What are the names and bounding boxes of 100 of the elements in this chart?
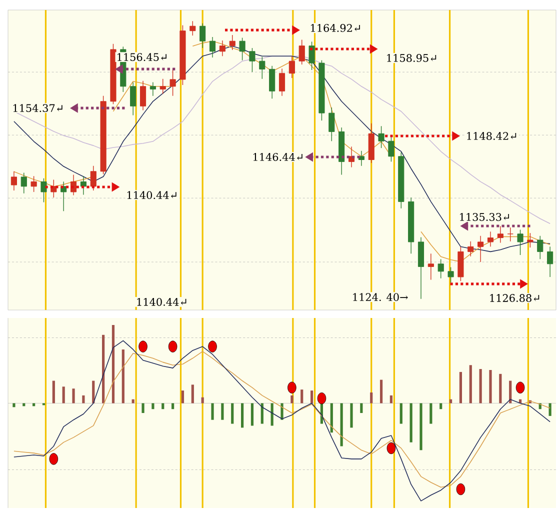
point (317, 392, 326, 404)
bar (360, 403, 363, 414)
candlestick (288, 56, 295, 78)
annotation: 1126.88↵ (490, 294, 540, 302)
candlestick (90, 165, 96, 191)
candlestick (160, 78, 166, 94)
bar (370, 392, 373, 404)
candlestick (438, 258, 444, 279)
annotation: 1140.44↵ (137, 298, 186, 306)
bar (459, 372, 462, 404)
bar (440, 403, 442, 410)
point (49, 453, 58, 465)
candlestick (190, 20, 196, 36)
candlestick (547, 246, 554, 278)
candlestick (497, 226, 504, 244)
bar (172, 403, 174, 410)
bar (191, 384, 194, 404)
bar (221, 403, 224, 420)
candlestick (278, 68, 286, 96)
point (288, 382, 296, 394)
bar (430, 403, 432, 424)
bar (380, 380, 383, 404)
bar (390, 395, 393, 404)
bar (231, 403, 234, 424)
bar (201, 397, 204, 404)
bar (62, 386, 65, 404)
annotation: 1140.44↵ (127, 191, 176, 200)
bar (181, 390, 184, 404)
bar (82, 395, 85, 404)
candlestick (308, 41, 315, 70)
bar (420, 403, 422, 450)
bar (22, 403, 26, 406)
annotation: 1164.92↵ (310, 24, 360, 32)
bar (52, 380, 55, 404)
candlestick (170, 68, 176, 96)
candlestick (259, 56, 266, 80)
bar (211, 403, 214, 420)
candlestick (269, 65, 276, 99)
bar (350, 403, 353, 428)
bar (240, 403, 244, 428)
candlestick (249, 48, 256, 72)
annotation: 1154.37↵ (13, 104, 62, 112)
bar (509, 380, 512, 404)
candlestick (507, 227, 514, 242)
annotation: 1146.44↵ (253, 153, 302, 161)
bar (499, 374, 502, 404)
bar (330, 403, 333, 433)
bar (142, 403, 144, 414)
bar (260, 403, 264, 424)
bar (270, 403, 274, 426)
annotation: 1156.45↵ (118, 53, 166, 62)
annotation: 1135.33↵ (460, 213, 509, 221)
bar (152, 403, 154, 410)
bar (102, 334, 105, 404)
bar (400, 403, 402, 424)
point (516, 382, 525, 394)
bar (410, 403, 412, 442)
candlestick (517, 229, 524, 256)
bar (469, 365, 472, 404)
candlestick (239, 37, 246, 61)
point (456, 483, 466, 496)
candlestick (130, 82, 136, 116)
bar (72, 388, 75, 404)
point (168, 340, 178, 352)
bar (12, 403, 16, 408)
candlestick (140, 80, 146, 111)
candlestick (209, 36, 216, 58)
candlestick (229, 34, 236, 50)
point (386, 442, 396, 454)
candlestick (487, 231, 494, 248)
annotation: 1124. 40→ (353, 293, 408, 302)
candlestick (30, 176, 37, 192)
candlestick (40, 178, 47, 203)
candlestick (468, 241, 474, 257)
bar (162, 403, 164, 410)
candlestick (537, 235, 544, 260)
bar (489, 370, 492, 404)
bar (250, 403, 254, 426)
candlestick (428, 253, 434, 280)
bar (92, 380, 95, 404)
bar (479, 369, 482, 404)
bar (290, 395, 294, 404)
candlestick (328, 107, 335, 142)
annotation: 1158.95↵ (387, 54, 436, 62)
bar (310, 390, 314, 404)
candlestick (478, 235, 484, 262)
bar (340, 403, 343, 446)
point (208, 340, 217, 352)
bar (112, 325, 115, 404)
bar (32, 403, 36, 406)
candlestick (219, 40, 226, 56)
candlestick (150, 82, 156, 96)
candlestick (448, 266, 454, 283)
candlestick (378, 126, 384, 148)
candlestick (20, 172, 27, 194)
bar (548, 403, 552, 416)
candlestick (388, 136, 394, 162)
candlestick (10, 171, 17, 191)
candlestick (527, 232, 534, 248)
candlestick (200, 22, 206, 48)
